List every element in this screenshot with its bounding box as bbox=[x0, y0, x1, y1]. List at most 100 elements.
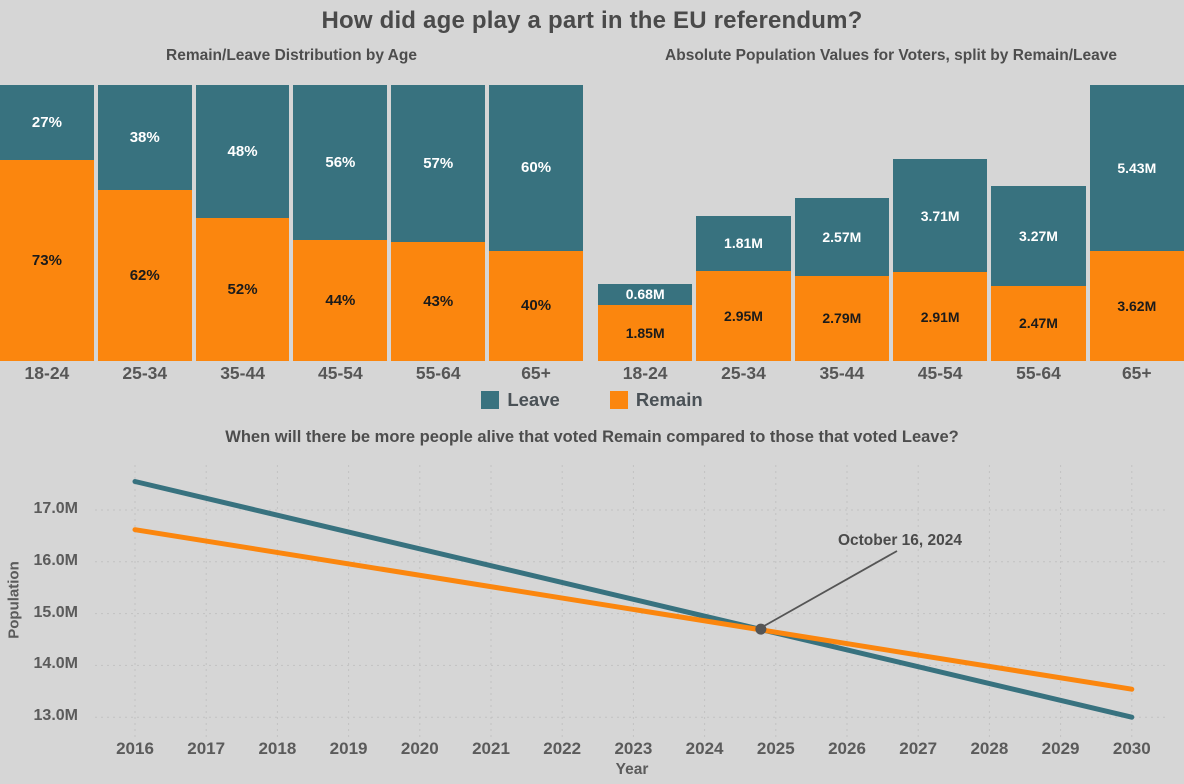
segment-value-label: 48% bbox=[227, 142, 258, 160]
remain-color-swatch bbox=[609, 391, 628, 409]
x-tick-18-24: 18-24 bbox=[622, 363, 668, 383]
bar-column-55-64: 57% 43% bbox=[391, 85, 486, 361]
x-tick-18-24: 18-24 bbox=[24, 363, 70, 383]
remain-segment-25-34[interactable]: 2.95M bbox=[696, 271, 791, 361]
x-tick-2026: 2026 bbox=[828, 739, 866, 758]
bar-column-65+: 5.43M 3.62M bbox=[1089, 85, 1184, 361]
leave-segment-45-54[interactable]: 3.71M bbox=[892, 159, 988, 273]
bar-column-25-34: 38% 62% bbox=[97, 85, 192, 361]
x-tick-2023: 2023 bbox=[614, 739, 653, 758]
x-tick-25-34: 25-34 bbox=[721, 363, 766, 383]
segment-value-label: 62% bbox=[129, 266, 160, 284]
y-tick-13.0M: 13.0M bbox=[33, 707, 78, 725]
crossing-point-marker[interactable] bbox=[755, 623, 767, 635]
x-tick-2018: 2018 bbox=[258, 739, 297, 758]
line-chart-title: When will there be more people alive tha… bbox=[225, 428, 959, 446]
remain-projection-line[interactable] bbox=[132, 527, 1135, 692]
annotation-connector bbox=[763, 550, 898, 627]
legend-label-leave: Leave bbox=[507, 389, 560, 410]
legend-item-remain[interactable]: Remain bbox=[609, 389, 703, 411]
bar-column-35-44: 48% 52% bbox=[195, 85, 290, 361]
remain-segment-18-24[interactable]: 1.85M bbox=[598, 304, 693, 361]
x-tick-2024: 2024 bbox=[685, 739, 724, 758]
legend-item-leave[interactable]: Leave bbox=[481, 389, 560, 411]
segment-value-label: 27% bbox=[31, 113, 62, 131]
page-title: How did age play a part in the EU refere… bbox=[321, 7, 863, 34]
y-tick-14.0M: 14.0M bbox=[33, 655, 78, 673]
segment-value-label: 60% bbox=[521, 159, 552, 177]
segment-value-label: 3.71M bbox=[920, 207, 960, 224]
remain-segment-35-44[interactable]: 2.79M bbox=[794, 275, 889, 361]
segment-value-label: 5.43M bbox=[1117, 159, 1157, 176]
remain-segment-55-64[interactable]: 2.47M bbox=[991, 285, 1086, 361]
segment-value-label: 57% bbox=[423, 155, 454, 173]
bar-column-45-54: 56% 44% bbox=[293, 85, 388, 361]
leave-segment-55-64[interactable]: 3.27M bbox=[991, 186, 1086, 286]
leave-segment-25-34[interactable]: 1.81M bbox=[696, 215, 791, 271]
x-tick-45-54: 45-54 bbox=[318, 363, 363, 383]
leave-projection-line[interactable] bbox=[132, 479, 1135, 720]
segment-value-label: 2.57M bbox=[822, 228, 862, 245]
leave-color-swatch bbox=[481, 391, 500, 409]
x-tick-2030: 2030 bbox=[1112, 739, 1151, 758]
remain-segment-45-54[interactable]: 44% bbox=[293, 239, 388, 361]
x-tick-45-54: 45-54 bbox=[917, 363, 963, 383]
segment-value-label: 2.47M bbox=[1019, 315, 1058, 332]
abs-chart-x-axis: 18-24 25-34 35-44 45-54 55-64 65+ bbox=[598, 363, 1184, 384]
remain-segment-55-64[interactable]: 43% bbox=[391, 242, 486, 361]
leave-segment-18-24[interactable]: 27% bbox=[0, 85, 94, 160]
x-tick-65+: 65+ bbox=[521, 363, 551, 383]
legend-label-remain: Remain bbox=[635, 389, 703, 410]
remain-segment-65+[interactable]: 40% bbox=[489, 250, 583, 361]
remain-segment-25-34[interactable]: 62% bbox=[97, 189, 192, 361]
segment-value-label: 1.81M bbox=[724, 235, 763, 252]
remain-segment-45-54[interactable]: 2.91M bbox=[892, 272, 988, 361]
y-tick-15.0M: 15.0M bbox=[33, 603, 78, 621]
leave-segment-55-64[interactable]: 57% bbox=[391, 85, 486, 243]
x-tick-55-64: 55-64 bbox=[1016, 363, 1061, 383]
bar-column-18-24: 0.68M 1.85M bbox=[598, 85, 693, 361]
x-tick-2017: 2017 bbox=[187, 739, 226, 758]
segment-value-label: 52% bbox=[227, 280, 258, 298]
annotation-label: October 16, 2024 bbox=[838, 532, 962, 549]
segment-value-label: 1.85M bbox=[625, 324, 665, 341]
x-tick-2019: 2019 bbox=[329, 739, 368, 758]
x-tick-2021: 2021 bbox=[472, 739, 510, 758]
y-axis-title: Population bbox=[5, 561, 23, 639]
bar-column-45-54: 3.71M 2.91M bbox=[892, 85, 988, 361]
leave-segment-18-24[interactable]: 0.68M bbox=[598, 283, 693, 305]
segment-value-label: 44% bbox=[325, 291, 356, 309]
x-tick-65+: 65+ bbox=[1121, 363, 1152, 383]
absolute-stacked-bar-chart: 0.68M 1.85M 1.81M 2.95M 2.57M 2.79M 3.71M 2.91M… bbox=[598, 85, 1184, 361]
remain-segment-18-24[interactable]: 73% bbox=[0, 159, 94, 361]
x-tick-35-44: 35-44 bbox=[220, 363, 265, 383]
leave-segment-65+[interactable]: 60% bbox=[489, 85, 583, 251]
pct-chart-x-axis: 18-24 25-34 35-44 45-54 55-64 65+ bbox=[0, 363, 583, 384]
remain-segment-35-44[interactable]: 52% bbox=[195, 217, 290, 361]
x-tick-55-64: 55-64 bbox=[415, 363, 461, 383]
leave-segment-35-44[interactable]: 48% bbox=[195, 85, 290, 218]
segment-value-label: 2.79M bbox=[822, 310, 862, 327]
line-chart: October 16, 2024 bbox=[95, 465, 1168, 737]
leave-segment-35-44[interactable]: 2.57M bbox=[794, 197, 889, 276]
x-tick-25-34: 25-34 bbox=[122, 363, 168, 383]
y-tick-16.0M: 16.0M bbox=[33, 551, 78, 569]
remain-segment-65+[interactable]: 3.62M bbox=[1089, 250, 1184, 361]
leave-segment-25-34[interactable]: 38% bbox=[97, 85, 192, 190]
segment-value-label: 43% bbox=[423, 293, 454, 311]
leave-segment-45-54[interactable]: 56% bbox=[293, 85, 388, 240]
segment-value-label: 40% bbox=[521, 297, 552, 315]
percent-stacked-bar-chart: 27% 73% 38% 62% 48% 52% 56% 44% 57% 43% 60% 40% bbox=[0, 85, 583, 361]
x-tick-2027: 2027 bbox=[899, 739, 938, 758]
segment-value-label: 56% bbox=[325, 153, 356, 171]
leave-segment-65+[interactable]: 5.43M bbox=[1089, 85, 1184, 251]
bar-column-55-64: 3.27M 2.47M bbox=[991, 85, 1086, 361]
x-tick-35-44: 35-44 bbox=[819, 363, 865, 383]
x-axis-title: Year bbox=[615, 761, 649, 778]
y-tick-17.0M: 17.0M bbox=[33, 500, 78, 517]
x-tick-2022: 2022 bbox=[543, 739, 582, 758]
x-tick-2025: 2025 bbox=[756, 739, 795, 758]
bar-column-65+: 60% 40% bbox=[489, 85, 583, 361]
legend: Leave Remain bbox=[0, 389, 1184, 411]
